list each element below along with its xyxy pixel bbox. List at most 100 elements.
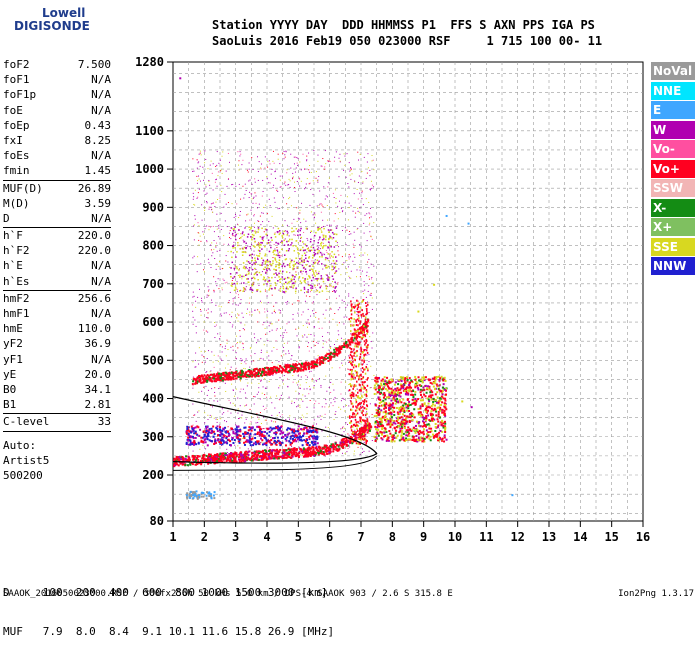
echo-pixel	[365, 302, 367, 304]
echo-pixel	[261, 248, 263, 250]
echo-pixel	[260, 381, 261, 382]
echo-pixel	[236, 431, 238, 433]
echo-pixel	[313, 274, 315, 276]
echo-pixel	[243, 368, 244, 369]
echo-pixel	[195, 219, 196, 220]
echo-pixel	[227, 343, 228, 344]
echo-pixel	[262, 368, 264, 370]
echo-pixel	[235, 288, 237, 290]
echo-pixel	[281, 240, 283, 242]
echo-pixel	[285, 282, 287, 284]
echo-pixel	[299, 210, 300, 211]
echo-pixel	[230, 322, 231, 323]
echo-pixel	[322, 239, 323, 240]
echo-pixel	[240, 299, 241, 300]
echo-pixel	[223, 374, 225, 376]
echo-pixel	[234, 247, 236, 249]
echo-pixel	[203, 382, 205, 384]
echo-pixel	[248, 451, 250, 453]
echo-pixel	[227, 340, 228, 341]
echo-pixel	[367, 153, 368, 154]
echo-pixel	[187, 464, 189, 466]
echo-pixel	[350, 278, 351, 279]
echo-pixel	[348, 339, 350, 341]
echo-pixel	[254, 241, 256, 243]
echo-pixel	[356, 428, 358, 430]
echo-pixel	[355, 410, 357, 412]
echo-pixel	[325, 456, 326, 457]
echo-pixel	[237, 347, 238, 348]
echo-pixel	[319, 204, 320, 205]
echo-pixel	[312, 244, 313, 245]
echo-pixel	[338, 246, 339, 247]
echo-pixel	[250, 444, 252, 446]
echo-pixel	[306, 184, 307, 185]
echo-pixel	[240, 379, 241, 380]
echo-pixel	[267, 317, 268, 318]
echo-pixel	[251, 452, 253, 454]
echo-pixel	[312, 265, 314, 267]
echo-pixel	[312, 269, 314, 271]
echo-pixel	[350, 256, 351, 257]
echo-pixel	[228, 153, 229, 154]
echo-pixel	[330, 237, 332, 239]
echo-pixel	[180, 458, 182, 460]
echo-pixel	[225, 391, 226, 392]
echo-pixel	[271, 415, 272, 416]
echo-pixel	[268, 450, 270, 452]
echo-pixel	[369, 231, 370, 232]
echo-pixel	[303, 417, 304, 418]
echo-pixel	[276, 453, 278, 455]
echo-pixel	[308, 393, 309, 394]
echo-pixel	[236, 251, 238, 253]
echo-pixel	[360, 306, 362, 308]
echo-pixel	[282, 368, 284, 370]
echo-pixel	[270, 270, 271, 271]
echo-pixel	[328, 238, 330, 240]
echo-pixel	[362, 371, 364, 373]
echo-pixel	[284, 278, 286, 280]
echo-pixel	[269, 261, 271, 263]
echo-pixel	[357, 389, 358, 390]
echo-pixel	[345, 307, 346, 308]
echo-pixel	[327, 258, 329, 260]
echo-pixel	[210, 227, 211, 228]
echo-pixel	[351, 384, 353, 386]
echo-pixel	[249, 284, 250, 285]
echo-pixel	[247, 385, 248, 386]
echo-pixel	[289, 197, 290, 198]
echo-pixel	[290, 436, 292, 438]
echo-pixel	[268, 268, 270, 270]
echo-pixel	[301, 282, 303, 284]
echo-pixel	[367, 301, 368, 302]
echo-pixel	[197, 183, 198, 184]
echo-pixel	[306, 252, 307, 253]
echo-pixel	[304, 280, 306, 282]
echo-pixel	[273, 254, 275, 256]
echo-pixel	[291, 278, 293, 280]
echo-pixel	[227, 262, 228, 263]
echo-pixel	[206, 331, 207, 332]
echo-pixel	[238, 217, 239, 218]
echo-pixel	[250, 409, 251, 410]
echo-pixel	[202, 441, 204, 443]
echo-pixel	[363, 403, 365, 405]
echo-pixel	[195, 443, 197, 445]
echo-pixel	[341, 363, 342, 364]
echo-pixel	[325, 355, 327, 357]
echo-pixel	[295, 281, 297, 283]
echo-pixel	[341, 445, 343, 447]
echo-pixel	[309, 205, 310, 206]
echo-pixel	[311, 371, 312, 372]
echo-pixel	[334, 419, 335, 420]
echo-pixel	[255, 443, 257, 445]
echo-pixel	[274, 440, 276, 442]
echo-pixel	[265, 328, 266, 329]
echo-pixel	[325, 259, 327, 261]
echo-pixel	[279, 251, 281, 253]
echo-pixel	[243, 266, 245, 268]
echo-pixel	[300, 439, 302, 441]
echo-pixel	[214, 240, 215, 241]
echo-pixel	[312, 255, 314, 257]
echo-pixel	[322, 205, 323, 206]
